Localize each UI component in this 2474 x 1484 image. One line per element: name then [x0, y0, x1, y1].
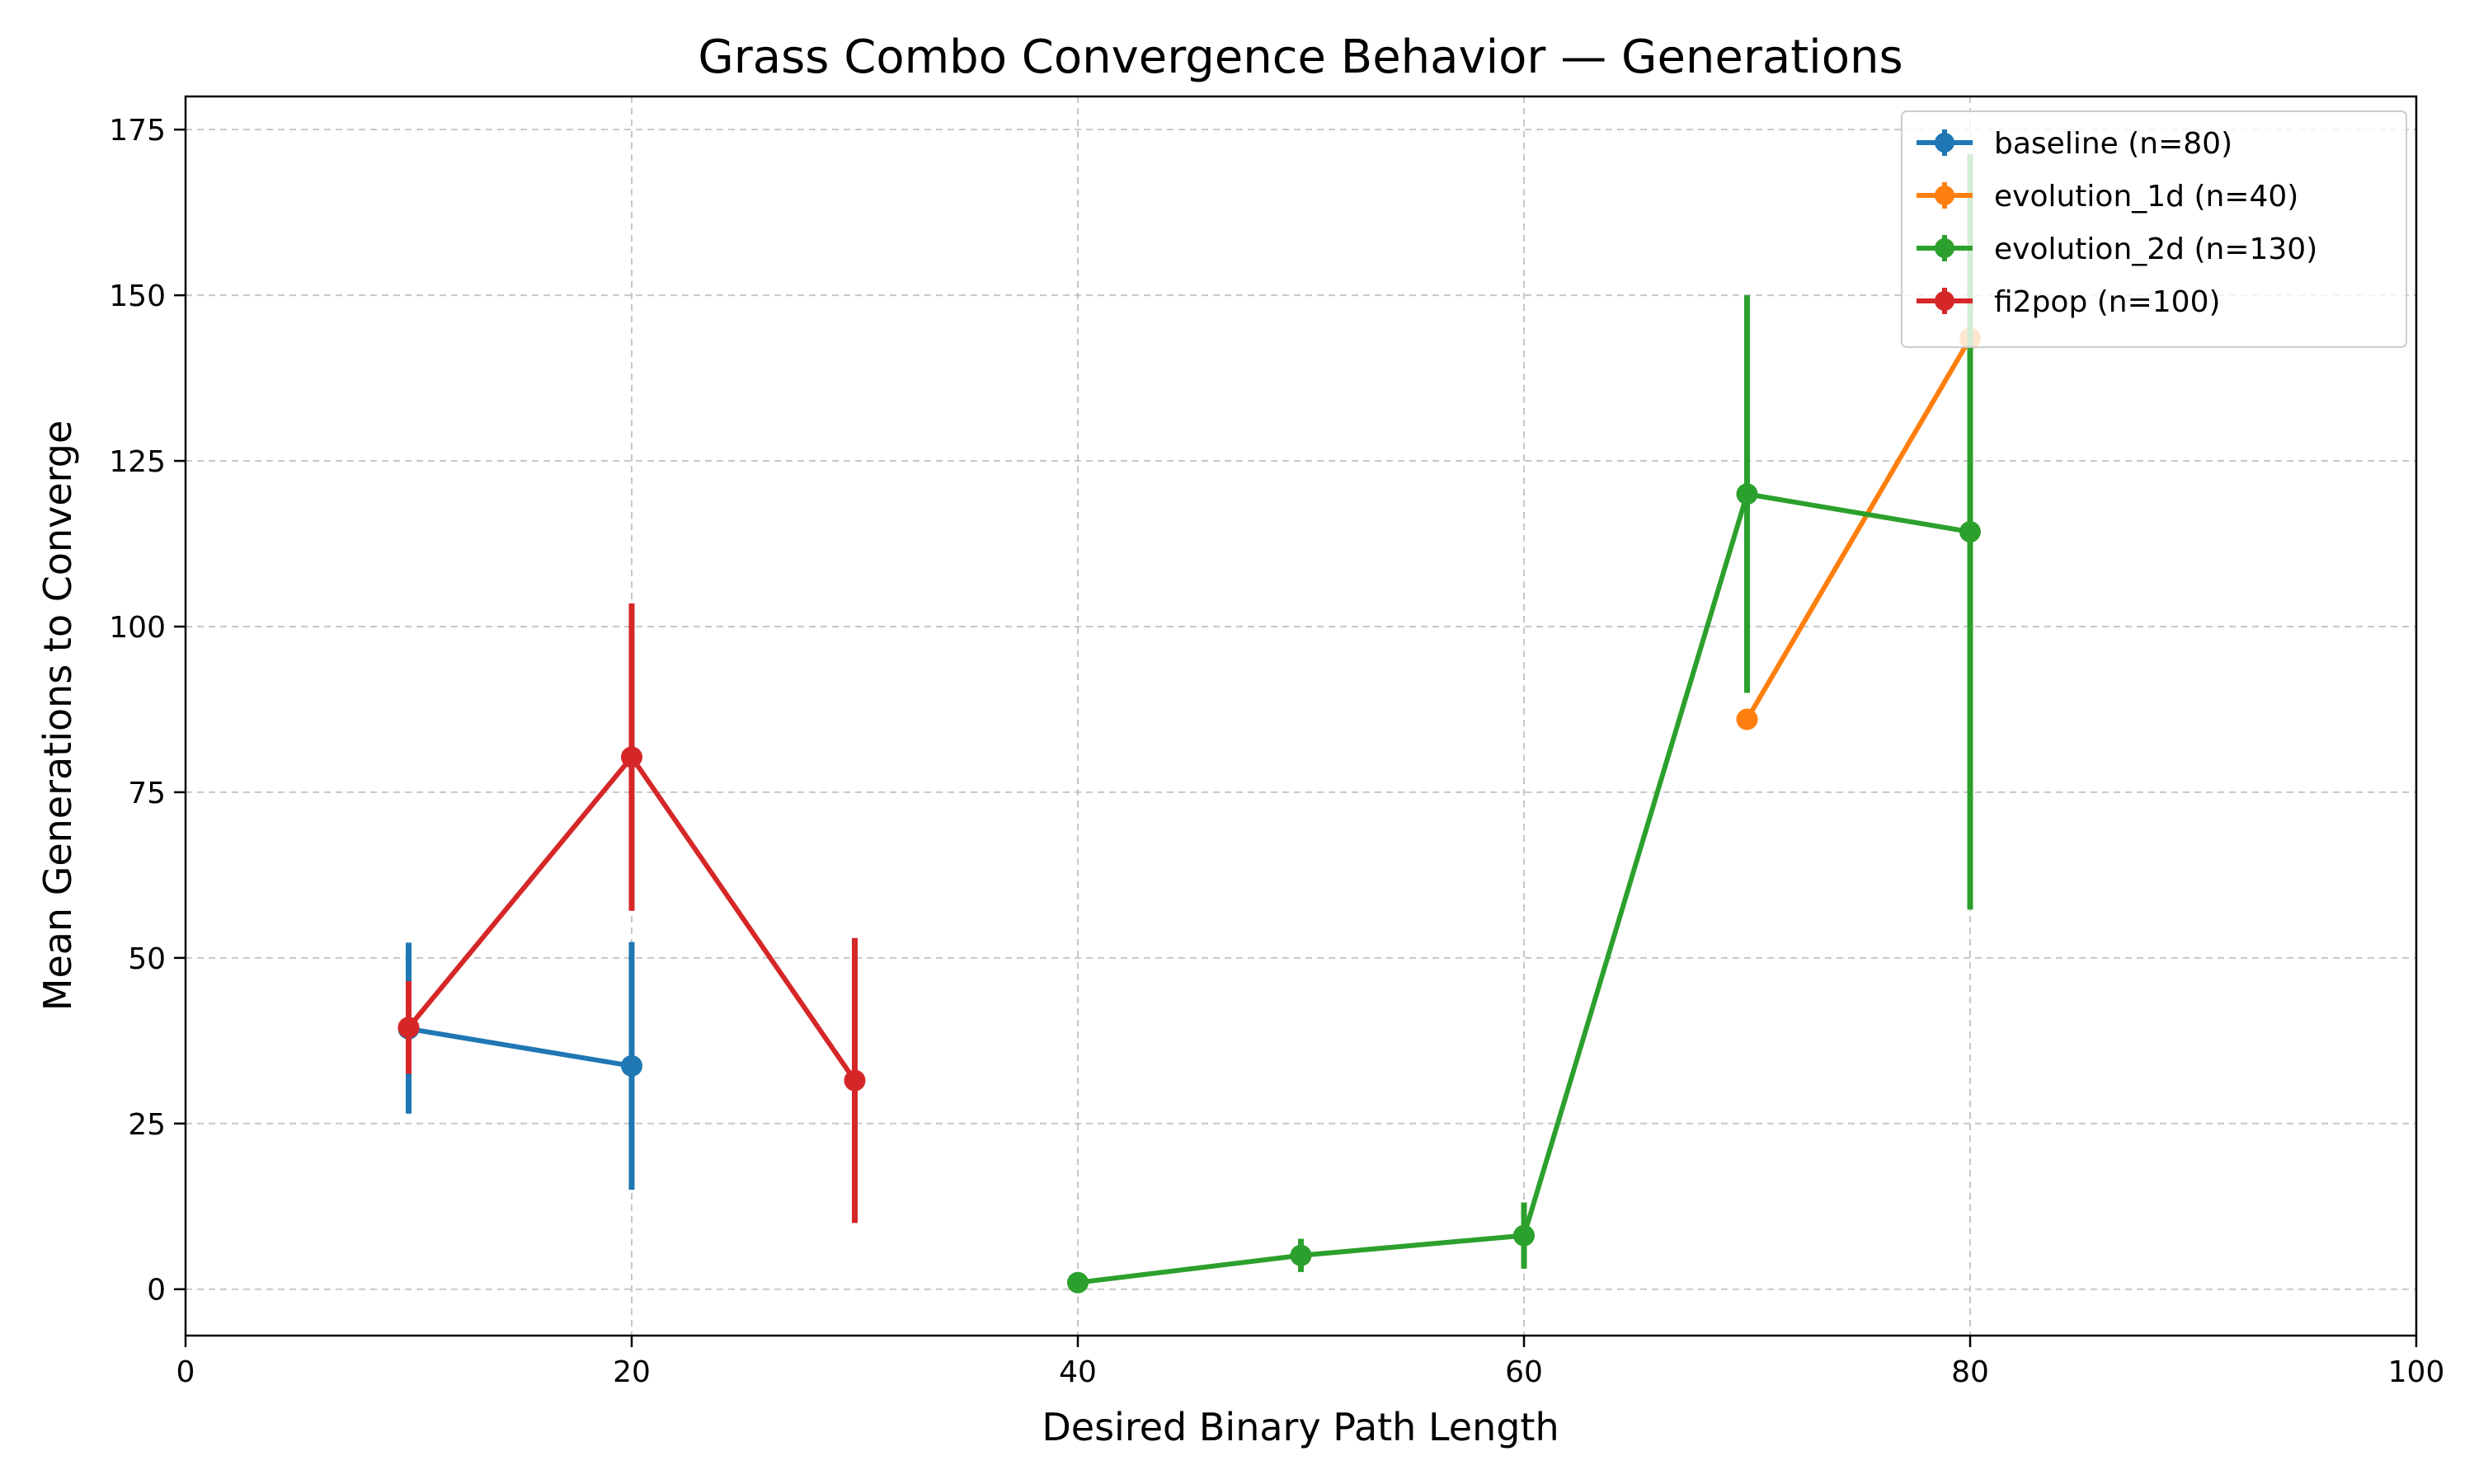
- x-axis-label: Desired Binary Path Length: [1042, 1405, 1559, 1449]
- legend-item: evolution_1d (n=40): [1917, 180, 2298, 214]
- chart-title: Grass Combo Convergence Behavior — Gener…: [698, 31, 1903, 84]
- axis-ticks: 0 20 40 60 80 100 0 25 50 75 100 125 150 175: [109, 114, 2444, 1389]
- series-line: [408, 1026, 633, 1068]
- x-tick-label: 80: [1951, 1355, 1989, 1389]
- x-tick-label: 40: [1059, 1355, 1097, 1389]
- data-point: [1736, 708, 1758, 730]
- grid: [185, 96, 2417, 1336]
- series-3: [397, 603, 866, 1223]
- data-point: [844, 1069, 866, 1092]
- y-tick-label: 175: [109, 114, 166, 148]
- y-tick-label: 150: [109, 279, 166, 313]
- legend-label: evolution_1d (n=40): [1994, 180, 2298, 214]
- x-tick-label: 0: [176, 1355, 195, 1389]
- y-tick-label: 75: [128, 777, 166, 810]
- y-axis-label: Mean Generations to Converge: [35, 420, 80, 1012]
- axes-frame: [184, 95, 2418, 1337]
- data-point: [621, 1054, 642, 1077]
- legend-item: fi2pop (n=100): [1917, 285, 2221, 319]
- legend-marker: [1935, 291, 1954, 311]
- legend: baseline (n=80) evolution_1d (n=40) evolut…: [1901, 110, 2407, 348]
- series-0: [397, 942, 642, 1190]
- legend-marker: [1935, 238, 1954, 258]
- y-tick-label: 25: [128, 1108, 166, 1142]
- legend-item: baseline (n=80): [1917, 127, 2232, 161]
- legend-label: evolution_2d (n=130): [1994, 232, 2317, 266]
- legend-label: baseline (n=80): [1994, 127, 2232, 161]
- plot-area: [397, 153, 1981, 1294]
- legend-item: evolution_2d (n=130): [1917, 232, 2317, 266]
- y-tick-label: 100: [109, 611, 166, 645]
- legend-marker: [1935, 186, 1954, 205]
- series-line: [1744, 336, 1973, 721]
- y-tick-label: 0: [147, 1274, 166, 1308]
- data-point: [621, 746, 642, 768]
- data-point: [397, 1017, 420, 1039]
- y-tick-label: 50: [128, 942, 166, 976]
- legend-marker: [1935, 133, 1954, 153]
- x-tick-label: 60: [1505, 1355, 1543, 1389]
- data-point: [1736, 483, 1758, 505]
- data-point: [1290, 1244, 1312, 1266]
- x-tick-label: 20: [613, 1355, 651, 1389]
- legend-box: [1901, 110, 2407, 348]
- y-tick-label: 125: [109, 445, 166, 479]
- data-point: [1959, 521, 1981, 543]
- legend-label: fi2pop (n=100): [1994, 285, 2221, 319]
- data-point: [1513, 1224, 1535, 1247]
- x-tick-label: 100: [2388, 1355, 2445, 1389]
- data-point: [1067, 1271, 1089, 1294]
